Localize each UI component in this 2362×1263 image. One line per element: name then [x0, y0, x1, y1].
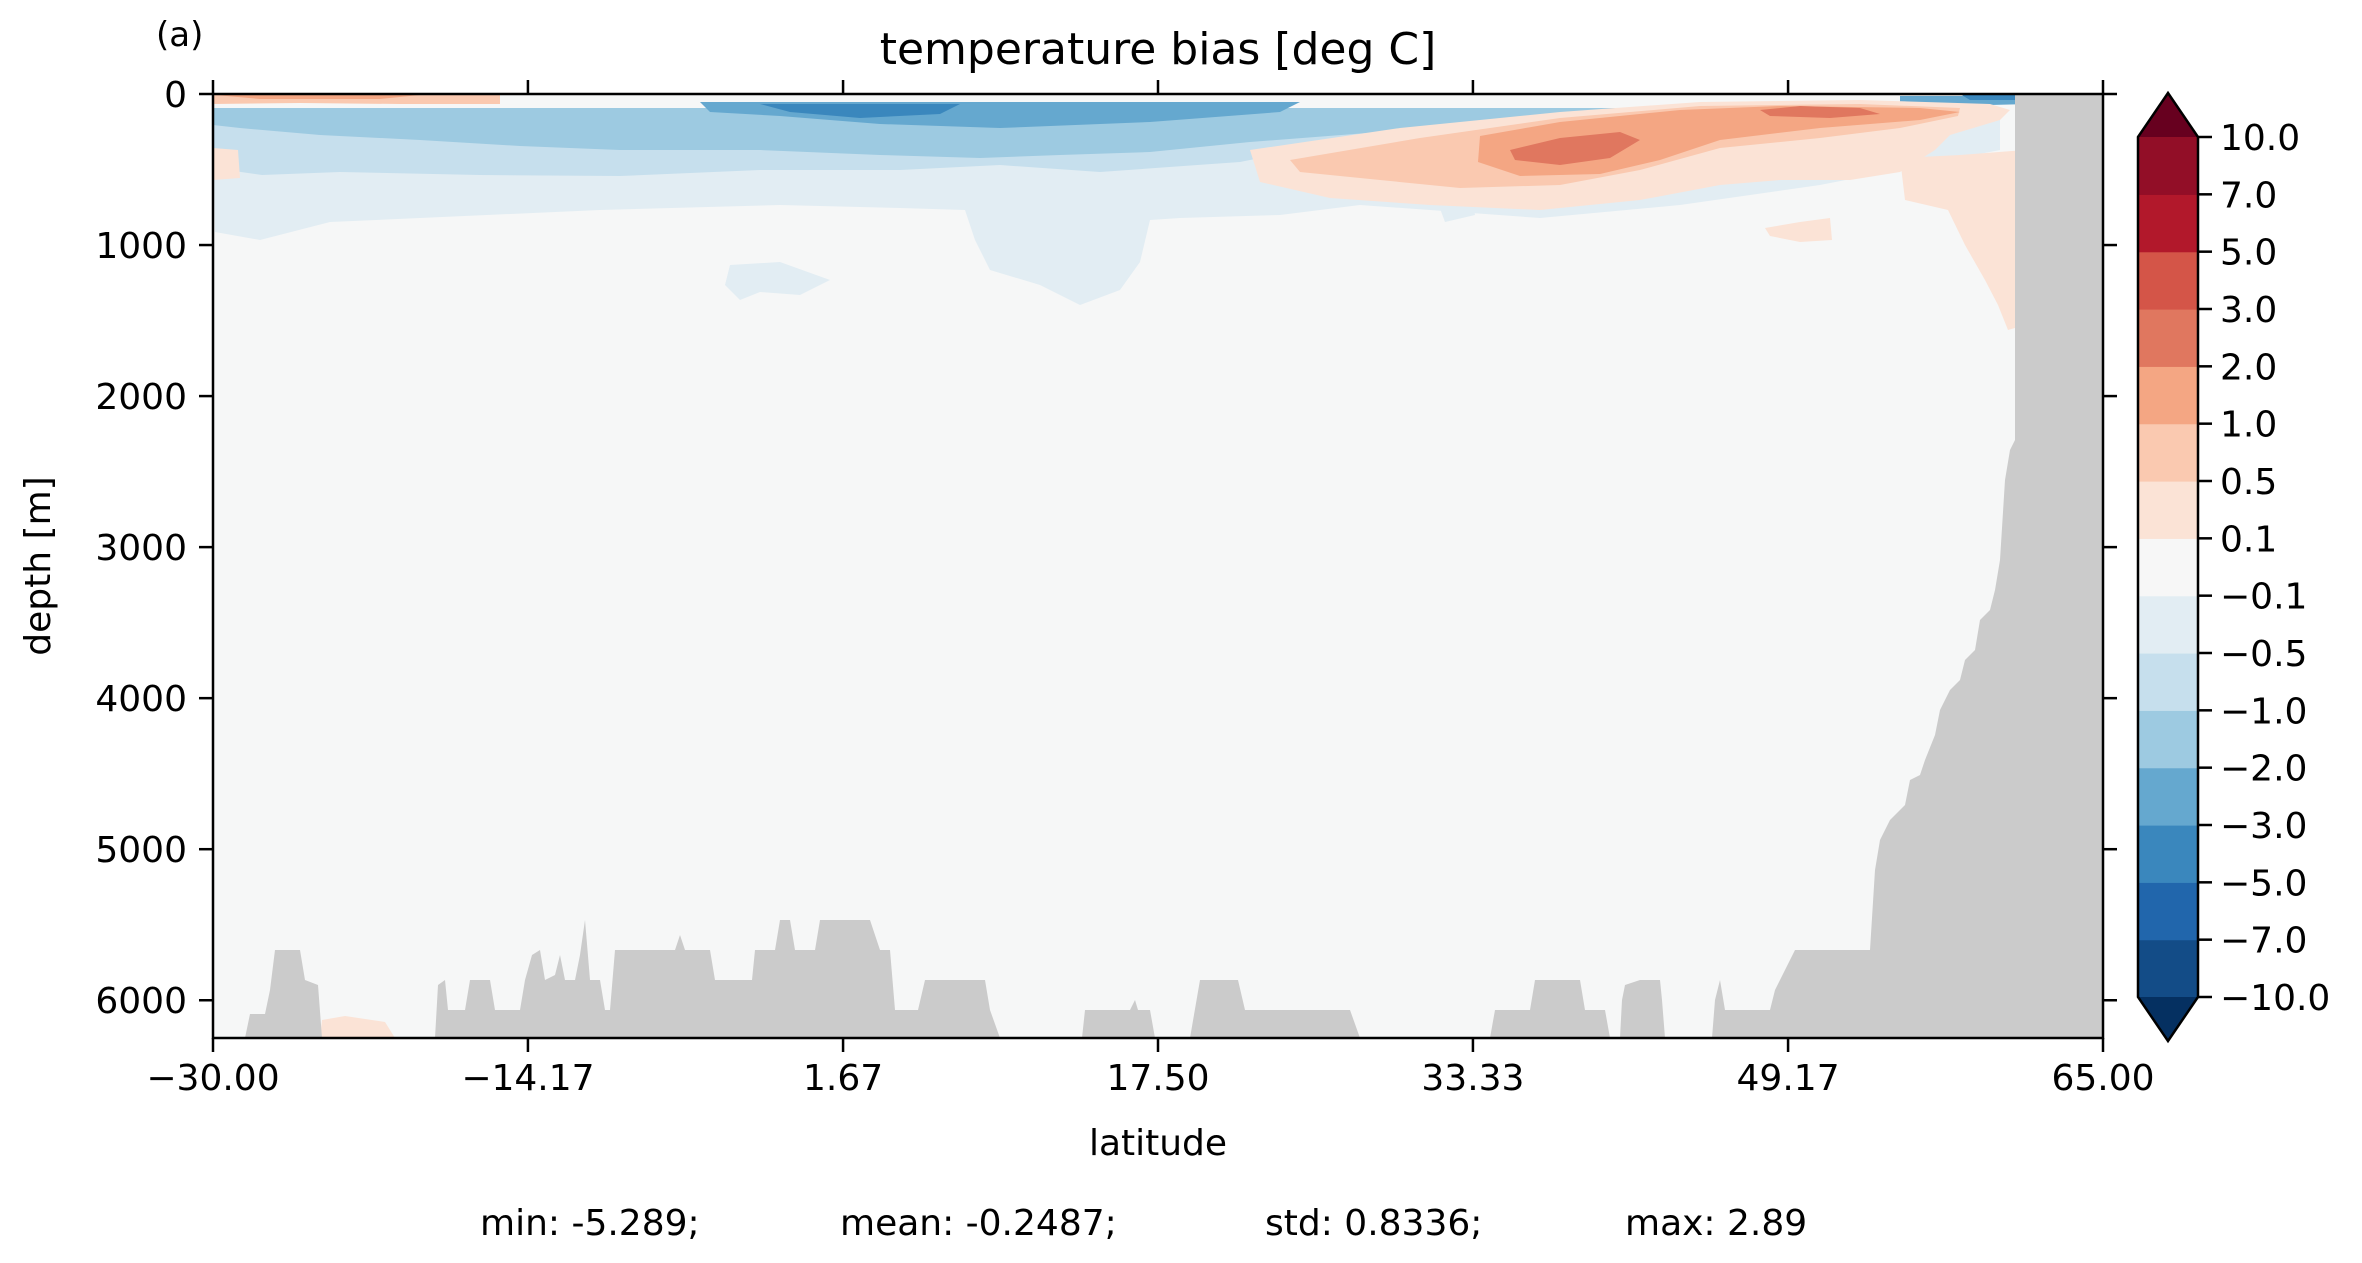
y-tick-label: 3000 [95, 528, 187, 569]
panel-label: (a) [156, 15, 203, 55]
colorbar-segment [2138, 653, 2198, 711]
x-tick-label: 17.50 [1106, 1058, 1209, 1099]
bias-region-cold-4b [1960, 94, 2030, 100]
colorbar-segment [2138, 825, 2198, 883]
colorbar-tick-label: −2.0 [2220, 749, 2307, 790]
colorbar-tick-label: 1.0 [2220, 405, 2277, 446]
bias-region-warm-bottom [320, 1016, 395, 1038]
stats-line: min: -5.289; mean: -0.2487; std: 0.8336;… [480, 1203, 1807, 1244]
colorbar-segment [2138, 538, 2198, 597]
x-axis: −30.00 −14.17 1.67 17.50 33.33 49.17 65.00 [146, 80, 2155, 1099]
colorbar-segment [2138, 939, 2198, 998]
x-tick-label: 49.17 [1737, 1058, 1840, 1099]
y-tick-label: 6000 [95, 981, 187, 1022]
stat-min: min: -5.289; [480, 1203, 700, 1244]
colorbar-tick-label: −0.5 [2220, 634, 2307, 675]
bias-region-warm-spot [1765, 218, 1832, 242]
colorbar-segment [2138, 595, 2198, 654]
colorbar-tick-label: 3.0 [2220, 290, 2277, 331]
colorbar-segment [2138, 194, 2198, 253]
colorbar-segment [2138, 309, 2198, 367]
colorbar-tick-label: 0.5 [2220, 462, 2277, 503]
y-tick-label: 2000 [95, 377, 187, 418]
stat-mean: mean: -0.2487; [840, 1203, 1117, 1244]
x-tick-label: −30.00 [146, 1058, 279, 1099]
y-tick-label: 4000 [95, 679, 187, 720]
topography [213, 94, 2103, 1038]
colorbar-extend-max [2138, 93, 2198, 137]
bias-region-warm-4b [1760, 106, 1880, 118]
colorbar-tick-label: −1.0 [2220, 691, 2307, 732]
stat-max: max: 2.89 [1625, 1203, 1807, 1244]
colorbar-tick-label: −0.1 [2220, 577, 2307, 618]
y-axis: 0 1000 2000 3000 4000 5000 6000 [95, 75, 2117, 1022]
x-tick-label: −14.17 [461, 1058, 594, 1099]
bias-region-warm-left [213, 148, 240, 180]
bias-region-warm-4 [1510, 132, 1640, 165]
colorbar-segment [2138, 481, 2198, 539]
colorbar-segment [2138, 882, 2198, 941]
colorbar-tick-label: −10.0 [2220, 978, 2330, 1019]
colorbar-segment [2138, 137, 2198, 195]
colorbar-segment [2138, 767, 2198, 826]
colorbar-extend-min [2138, 997, 2198, 1041]
stat-std: std: 0.8336; [1265, 1203, 1482, 1244]
bias-region-cold-4 [760, 104, 960, 118]
colorbar-tick-label: 0.1 [2220, 519, 2277, 560]
x-tick-label: 33.33 [1421, 1058, 1524, 1099]
y-axis-label: depth [m] [18, 476, 59, 655]
plot-background [213, 94, 2103, 1038]
colorbar-tick-label: 7.0 [2220, 175, 2277, 216]
colorbar-tick-label: −5.0 [2220, 863, 2307, 904]
bias-region-surface-warm-core [215, 95, 420, 99]
colorbar-tick-label: 2.0 [2220, 347, 2277, 388]
y-tick-label: 1000 [95, 226, 187, 267]
bias-region-weak-cold-patch [725, 262, 830, 300]
plot-area [213, 94, 2103, 1038]
x-tick-label: 1.67 [803, 1058, 883, 1099]
colorbar-tick-label: −3.0 [2220, 806, 2307, 847]
colorbar-tick-label: 10.0 [2220, 118, 2300, 159]
colorbar-segment [2138, 251, 2198, 310]
y-tick-label: 5000 [95, 830, 187, 871]
colorbar-segment [2138, 710, 2198, 769]
colorbar-segment [2138, 366, 2198, 425]
colorbar-tick-label: −7.0 [2220, 921, 2307, 962]
bias-region-warm-east [1900, 150, 2025, 330]
colorbar-segment [2138, 423, 2198, 482]
y-tick-label: 0 [164, 75, 187, 116]
bias-region-cold-2 [213, 108, 1800, 158]
chart-title: temperature bias [deg C] [880, 24, 1437, 75]
x-tick-label: 65.00 [2051, 1058, 2154, 1099]
x-axis-label: latitude [1089, 1123, 1227, 1164]
bias-field [213, 94, 2030, 1038]
colorbar-tick-label: 5.0 [2220, 233, 2277, 274]
colorbar: −10.0 −7.0 −5.0 −3.0 −2.0 −1.0 −0.5 −0.1 0.1 0.5 1… [2136, 90, 2330, 1044]
